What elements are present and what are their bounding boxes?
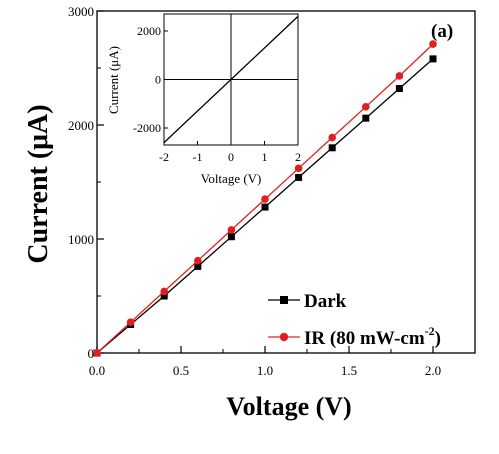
data-point-ir xyxy=(429,40,437,48)
legend-label-dark: Dark xyxy=(304,291,347,312)
inset-x-tick-label: 2 xyxy=(295,150,301,164)
inset-x-tick-label: 1 xyxy=(262,150,268,164)
legend: Dark IR (80 mW-cm-2) xyxy=(268,291,441,349)
data-point-dark xyxy=(194,262,202,270)
data-point-dark xyxy=(295,173,303,181)
data-point-ir xyxy=(395,72,404,80)
data-point-dark xyxy=(328,144,336,152)
inset-y-tick-label: 0 xyxy=(155,73,161,87)
inset-y-tick-label: 2000 xyxy=(137,24,161,38)
inset-chart: -2 -1 0 1 2 -2000 0 2000 Voltage (V) Current (μ… xyxy=(106,13,301,186)
inset-series xyxy=(163,14,299,145)
x-axis-title: Voltage (V) xyxy=(226,392,351,421)
y-tick-label: 2000 xyxy=(68,118,94,133)
inset-series-line xyxy=(163,15,299,144)
data-point-dark xyxy=(429,55,437,63)
inset-x-tick-label: -2 xyxy=(159,150,169,164)
data-point-ir xyxy=(227,226,236,234)
data-point-ir xyxy=(194,256,202,265)
main-ticks: 0.0 0.5 1.0 1.5 2.0 0 1000 2000 3000 xyxy=(68,4,441,378)
legend-marker-ir xyxy=(279,332,289,342)
legend-label-ir-main: IR (80 mW-cm xyxy=(304,328,425,349)
x-tick-label: 1.5 xyxy=(341,363,357,378)
inset-x-axis-title: Voltage (V) xyxy=(201,171,262,186)
legend-marker-dark xyxy=(280,296,288,304)
inset-y-tick-label: -2000 xyxy=(133,121,161,135)
legend-label-ir-sup: -2 xyxy=(425,324,435,338)
data-point-dark xyxy=(261,203,269,211)
legend-label-ir-end: ) xyxy=(435,328,441,349)
inset-x-tick-label: 0 xyxy=(228,150,234,164)
data-point-ir xyxy=(261,195,269,203)
x-tick-label: 1.0 xyxy=(257,363,273,378)
y-tick-label: 3000 xyxy=(68,4,94,19)
data-point-ir xyxy=(294,164,303,173)
main-series xyxy=(93,40,437,357)
x-tick-label: 0.5 xyxy=(173,363,189,378)
y-axis-title: Current (μA) xyxy=(23,104,54,263)
x-tick-label: 0.0 xyxy=(89,363,105,378)
data-point-ir xyxy=(362,102,370,111)
data-point-dark xyxy=(160,292,168,300)
data-point-dark xyxy=(362,114,370,122)
y-tick-label: 0 xyxy=(88,346,95,361)
inset-x-tick-label: -1 xyxy=(193,150,203,164)
inset-ticks: -2 -1 0 1 2 -2000 0 2000 xyxy=(133,24,301,164)
panel-label: (a) xyxy=(431,21,453,42)
data-point-ir xyxy=(93,349,101,357)
y-tick-label: 1000 xyxy=(68,232,94,247)
inset-y-axis-title: Current (μA) xyxy=(106,46,121,114)
legend-label-ir: IR (80 mW-cm-2) xyxy=(304,324,441,349)
data-point-dark xyxy=(395,85,403,93)
data-point-dark xyxy=(227,233,235,241)
x-tick-label: 2.0 xyxy=(425,363,441,378)
data-point-ir xyxy=(126,318,135,327)
data-point-ir xyxy=(160,287,168,296)
data-point-ir xyxy=(328,133,337,142)
